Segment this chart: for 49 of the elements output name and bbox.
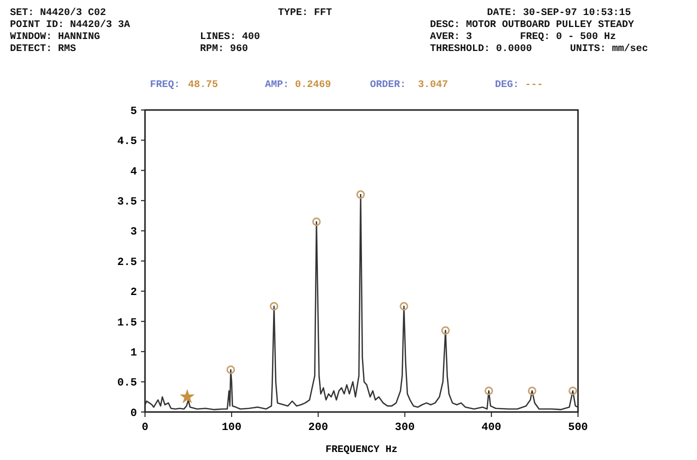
text: FREQ: <box>150 80 180 91</box>
text: POINT ID: N4420/3 3A <box>10 19 130 31</box>
text: --- <box>525 80 544 91</box>
text: DATE: 30-SEP-97 10:53:15 <box>487 8 632 19</box>
text: RPM: 960 <box>200 44 248 55</box>
x-tick-label: 500 <box>568 422 588 434</box>
text: DESC: MOTOR OUTBOARD PULLEY STEADY <box>430 20 634 31</box>
y-tick-label: 2 <box>130 287 137 300</box>
point <box>270 302 278 311</box>
point <box>484 386 494 396</box>
y-tick-label: 2.5 <box>117 256 138 269</box>
text: AMP: <box>265 80 290 91</box>
text: SET: N4420/3 C02 <box>10 7 106 19</box>
point <box>226 365 235 374</box>
text: DEG: <box>495 80 520 91</box>
text: AVER: 3 <box>430 32 472 43</box>
text: FREQ: 0 - 500 Hz <box>520 32 616 43</box>
x-tick-label: 0 <box>142 422 148 434</box>
y-tick-label: 5 <box>130 106 138 118</box>
y-tick-label: 1 <box>130 347 138 360</box>
y-tick-label: 0.5 <box>117 378 138 390</box>
text: UNITS: mm/sec <box>570 43 648 55</box>
text: 3.047 <box>418 80 448 91</box>
text: DETECT: RMS <box>10 44 76 55</box>
x-tick-label: 200 <box>308 422 328 434</box>
text: WINDOW: HANNING <box>10 32 100 43</box>
y-tick-label: 4 <box>130 166 138 178</box>
text: TYPE: FFT <box>278 8 332 19</box>
y-tick-label: 0 <box>130 408 137 420</box>
text: 0.2469 <box>295 80 332 91</box>
text: ORDER: <box>370 80 406 91</box>
y-tick-label: 3 <box>130 226 138 239</box>
y-tick-label: 3.5 <box>117 196 138 208</box>
point <box>568 386 578 396</box>
y-tick-label: 4.5 <box>117 136 138 148</box>
x-axis-title: FREQUENCY Hz <box>325 445 398 456</box>
point <box>528 386 536 396</box>
text: 48.75 <box>188 80 218 91</box>
x-tick-label: 400 <box>481 422 502 434</box>
point <box>312 217 321 226</box>
text: LINES: 400 <box>200 32 260 43</box>
point <box>400 302 408 311</box>
point <box>180 389 195 404</box>
point <box>441 326 450 335</box>
point <box>356 190 365 199</box>
x-tick-label: 100 <box>222 422 242 434</box>
y-tick-label: 1.5 <box>117 317 138 330</box>
x-tick-label: 300 <box>394 422 415 434</box>
text: THRESHOLD: 0.0000 <box>430 44 532 55</box>
